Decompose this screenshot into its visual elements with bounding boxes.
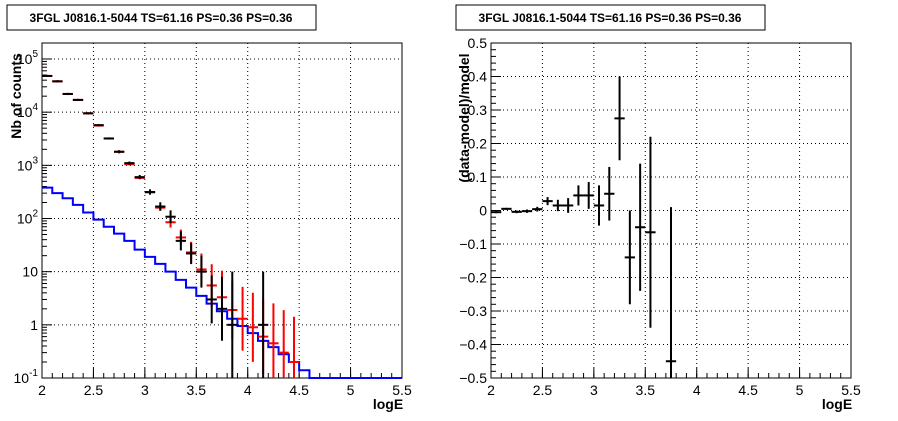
data-point (93, 124, 104, 127)
model-point (268, 303, 279, 378)
data-point (114, 150, 125, 154)
data-point (62, 92, 73, 96)
left-x-tick-label: 3 (141, 382, 149, 398)
right-x-tick-label: 5 (796, 382, 804, 398)
data-point (52, 80, 63, 83)
residual-point (614, 76, 625, 161)
left-y-tick-label: 104 (17, 102, 39, 120)
residual-point (583, 182, 594, 209)
right-y-tick-labels: 0.5 0.4 0.3 0.2 0.1 0 −0.1 −0.2 −0.3 −0.4 −0.5 (459, 35, 487, 386)
left-x-axis-label: logE (373, 396, 403, 412)
right-x-tick-label: 2 (487, 382, 495, 398)
data-point (196, 255, 207, 288)
right-x-axis-label: logE (822, 396, 852, 412)
right-y-tick-label: 0 (479, 203, 487, 219)
left-y-tick-label: 1 (30, 317, 38, 333)
residual-panel: 3FGL J0816.1-5044 TS=61.16 PS=0.36 PS=0.… (455, 4, 861, 412)
residual-point (521, 209, 533, 213)
right-y-tick-label: 0.1 (468, 169, 488, 185)
data-series (42, 74, 269, 378)
left-y-tick-label: 103 (17, 155, 39, 173)
right-title-box (455, 4, 766, 31)
left-y-tick-label: 10 (22, 264, 38, 280)
data-point (83, 112, 94, 115)
residual-point (511, 210, 522, 214)
right-y-tick-label: −0.4 (459, 337, 487, 353)
left-ticks (41, 42, 403, 379)
right-y-tick-label: 0.2 (468, 136, 488, 152)
residual-point (542, 197, 553, 206)
data-point (144, 189, 156, 195)
left-x-tick-label: 3.5 (187, 382, 207, 398)
left-y-axis-label: Nb of counts (8, 53, 24, 139)
background-step-line (42, 186, 402, 379)
residual-point (645, 136, 656, 328)
model-point (278, 310, 289, 378)
left-x-tick-labels: 2 2.5 3 3.5 4 4.5 5 5.5 (38, 382, 412, 398)
residual-series (491, 76, 677, 378)
data-point (134, 175, 145, 180)
residual-point (532, 206, 543, 212)
left-x-tick-label: 5.5 (392, 382, 412, 398)
background-model-step (42, 186, 402, 379)
right-y-tick-label: 0.5 (468, 35, 488, 51)
left-title-box (6, 4, 317, 31)
residual-point (604, 166, 615, 221)
data-point (227, 271, 238, 378)
data-point (206, 275, 217, 324)
right-x-tick-label: 3.5 (636, 382, 656, 398)
right-y-axis-label: (data-model)/model (456, 53, 472, 182)
data-point (124, 161, 135, 165)
left-y-tick-labels: 10-1 1 10 102 103 104 105 (14, 49, 39, 386)
left-x-tick-label: 5 (347, 382, 355, 398)
left-y-tick-label: 105 (17, 49, 39, 67)
left-x-tick-label: 2.5 (84, 382, 104, 398)
right-x-tick-label: 2.5 (533, 382, 553, 398)
model-point (247, 292, 258, 362)
right-y-tick-label: −0.1 (459, 236, 487, 252)
right-y-tick-label: −0.5 (459, 370, 487, 386)
right-x-tick-label: 4 (693, 382, 701, 398)
right-x-tick-label: 4.5 (738, 382, 758, 398)
residual-point (552, 199, 563, 212)
data-point (216, 276, 228, 341)
data-point (175, 231, 186, 251)
residual-point (491, 211, 502, 214)
data-point (103, 137, 114, 140)
data-point (155, 202, 166, 211)
data-point (186, 242, 197, 265)
residual-point (665, 207, 677, 378)
residual-point (624, 210, 635, 305)
right-ticks (490, 42, 852, 379)
right-chart-title: 3FGL J0816.1-5044 TS=61.16 PS=0.36 PS=0.… (479, 11, 742, 25)
data-point (258, 271, 269, 378)
left-chart-title: 3FGL J0816.1-5044 TS=61.16 PS=0.36 PS=0.… (30, 11, 293, 25)
model-point (237, 286, 248, 351)
left-y-tick-label: 102 (17, 209, 39, 227)
counts-panel: 3FGL J0816.1-5044 TS=61.16 PS=0.36 PS=0.… (6, 4, 412, 412)
residual-point (501, 207, 512, 210)
left-x-tick-label: 2 (38, 382, 46, 398)
data-point (72, 98, 84, 101)
right-y-tick-label: −0.2 (459, 270, 487, 286)
residual-point (635, 163, 646, 291)
left-x-tick-label: 4 (244, 382, 252, 398)
right-y-tick-label: 0.4 (468, 69, 488, 85)
right-y-tick-label: −0.3 (459, 303, 487, 319)
left-x-tick-label: 4.5 (289, 382, 309, 398)
right-x-tick-labels: 2 2.5 3 3.5 4 4.5 5 5.5 (487, 382, 861, 398)
residual-point (563, 198, 574, 213)
right-y-tick-label: 0.3 (468, 102, 488, 118)
data-point (165, 210, 176, 224)
residual-point (593, 185, 605, 226)
data-point (42, 74, 53, 78)
right-x-tick-label: 3 (590, 382, 598, 398)
right-x-tick-label: 5.5 (841, 382, 861, 398)
left-y-tick-label: 10-1 (14, 368, 39, 386)
model-point (288, 316, 300, 378)
residual-point (573, 185, 584, 206)
